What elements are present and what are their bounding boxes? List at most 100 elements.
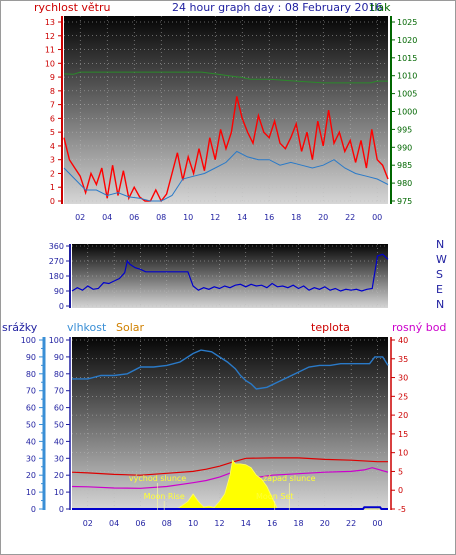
- wind-axis-tick-label: 12: [45, 32, 55, 41]
- sun-moon-annotation: Moon Set: [256, 492, 293, 501]
- rain-axis-tick-label: 40: [26, 437, 36, 446]
- dew-point-axis-title: rosný bod: [392, 321, 446, 334]
- compass-label: E: [436, 283, 443, 296]
- series-temperature: [71, 457, 388, 476]
- direction-axis-tick-label: 180: [49, 272, 64, 281]
- rain-axis-tick-label: 100: [21, 336, 36, 345]
- x-tick-label: 00: [372, 213, 382, 222]
- humidity-axis-tick-label: 70: [54, 387, 64, 396]
- sun-moon-annotation: Moon Rise: [144, 492, 185, 501]
- pressure-axis-tick-label: 1020: [397, 36, 417, 45]
- humidity-axis-tick-label: 30: [54, 454, 64, 463]
- wind-axis-tick-label: 8: [50, 87, 55, 96]
- series-wind_avg: [63, 150, 389, 202]
- humidity-axis-title: vlhkost: [67, 321, 107, 334]
- rain-axis-tick-label: 80: [26, 370, 36, 379]
- rain-axis-tick-label: 50: [26, 421, 36, 430]
- humidity-axis-tick-label: 50: [54, 421, 64, 430]
- series-gust: [63, 96, 389, 203]
- rain-axis-title: srážky: [2, 321, 38, 334]
- rain-axis-tick-label: 30: [26, 454, 36, 463]
- temperature-axis-tick-label: 5: [398, 467, 403, 476]
- x-tick-label: 08: [156, 213, 166, 222]
- pressure-axis-tick-label: 990: [397, 143, 412, 152]
- wind-axis-tick-label: 11: [45, 46, 55, 55]
- wind-panel-background: [64, 16, 388, 204]
- temperature-axis-title: teplota: [311, 321, 350, 334]
- temperature-axis-tick-label: 40: [398, 336, 408, 345]
- pressure-axis-tick-label: 1025: [397, 18, 417, 27]
- humidity-axis-tick-label: 60: [54, 404, 64, 413]
- temperature-axis-tick-label: 15: [398, 430, 408, 439]
- pressure-axis-tick-label: 975: [397, 197, 412, 206]
- x-tick-label: 14: [241, 519, 251, 528]
- pressure-axis-tick-label: 980: [397, 179, 412, 188]
- direction-axis-tick-label: 270: [49, 257, 64, 266]
- wind-axis-tick-label: 1: [50, 183, 55, 192]
- temperature-axis-tick-label: 0: [398, 486, 403, 495]
- x-tick-label: 02: [83, 519, 93, 528]
- x-tick-label: 12: [214, 519, 224, 528]
- temperature-axis-tick-label: 30: [398, 374, 408, 383]
- wind-axis-tick-label: 3: [50, 156, 55, 165]
- wind-axis-tick-label: 4: [50, 142, 55, 151]
- humidity-axis-tick-label: 90: [54, 353, 64, 362]
- x-tick-label: 08: [162, 519, 172, 528]
- chart-title: 24 hour graph day : 08 February 2016: [172, 1, 383, 14]
- x-tick-label: 14: [237, 213, 247, 222]
- pressure-axis-tick-label: 995: [397, 125, 412, 134]
- x-tick-label: 18: [293, 519, 303, 528]
- sun-moon-annotation: východ slunce: [129, 474, 186, 483]
- series-direction: [71, 253, 389, 292]
- humidity-axis-tick-label: 80: [54, 370, 64, 379]
- temperature-axis-tick-label: 20: [398, 411, 408, 420]
- x-tick-label: 18: [291, 213, 301, 222]
- rain-axis-tick-label: 20: [26, 471, 36, 480]
- temperature-axis-tick-label: 10: [398, 449, 408, 458]
- temperature-axis-tick-label: -5: [398, 505, 406, 514]
- humidity-axis-tick-label: 10: [54, 488, 64, 497]
- x-tick-label: 06: [135, 519, 145, 528]
- x-tick-label: 10: [188, 519, 198, 528]
- pressure-axis-tick-label: 1005: [397, 90, 417, 99]
- rain-axis-tick-label: 60: [26, 404, 36, 413]
- temperature-axis-tick-label: 35: [398, 355, 408, 364]
- wind-axis-tick-label: 2: [50, 169, 55, 178]
- x-tick-label: 20: [320, 519, 330, 528]
- direction-axis-tick-label: 90: [54, 287, 64, 296]
- x-tick-label: 16: [264, 213, 274, 222]
- wind-axis-tick-label: 5: [50, 128, 55, 137]
- x-tick-label: 06: [129, 213, 139, 222]
- x-tick-label: 16: [267, 519, 277, 528]
- wind-axis-tick-label: 6: [50, 114, 55, 123]
- x-tick-label: 02: [75, 213, 85, 222]
- pressure-axis-tick-label: 1015: [397, 54, 417, 63]
- compass-label: W: [436, 253, 447, 266]
- x-tick-label: 22: [345, 213, 355, 222]
- wind-axis-tick-label: 10: [45, 59, 55, 68]
- x-tick-label: 10: [183, 213, 193, 222]
- rain-axis-tick-label: 90: [26, 353, 36, 362]
- humidity-axis-tick-label: 40: [54, 437, 64, 446]
- x-tick-label: 20: [318, 213, 328, 222]
- wind-axis-tick-label: 13: [45, 18, 55, 27]
- series-humidity: [72, 349, 389, 390]
- rain-axis-tick-label: 70: [26, 387, 36, 396]
- rain-axis-tick-label: 0: [31, 505, 36, 514]
- humidity-axis-tick-label: 20: [54, 471, 64, 480]
- direction-axis-tick-label: 360: [49, 242, 64, 251]
- solar-axis-title: Solar: [116, 321, 145, 334]
- pressure-axis-tick-label: 1000: [397, 108, 417, 117]
- humidity-axis-tick-label: 0: [59, 505, 64, 514]
- wind-axis-tick-label: 7: [50, 101, 55, 110]
- x-tick-label: 12: [210, 213, 220, 222]
- humidity-axis-tick-label: 100: [49, 336, 64, 345]
- pressure-axis-tick-label: 1010: [397, 72, 417, 81]
- x-tick-label: 00: [372, 519, 382, 528]
- series-pressure: [63, 71, 388, 84]
- series-solar: [72, 459, 388, 510]
- x-tick-label: 04: [109, 519, 119, 528]
- compass-label: N: [436, 238, 444, 251]
- x-tick-label: 22: [346, 519, 356, 528]
